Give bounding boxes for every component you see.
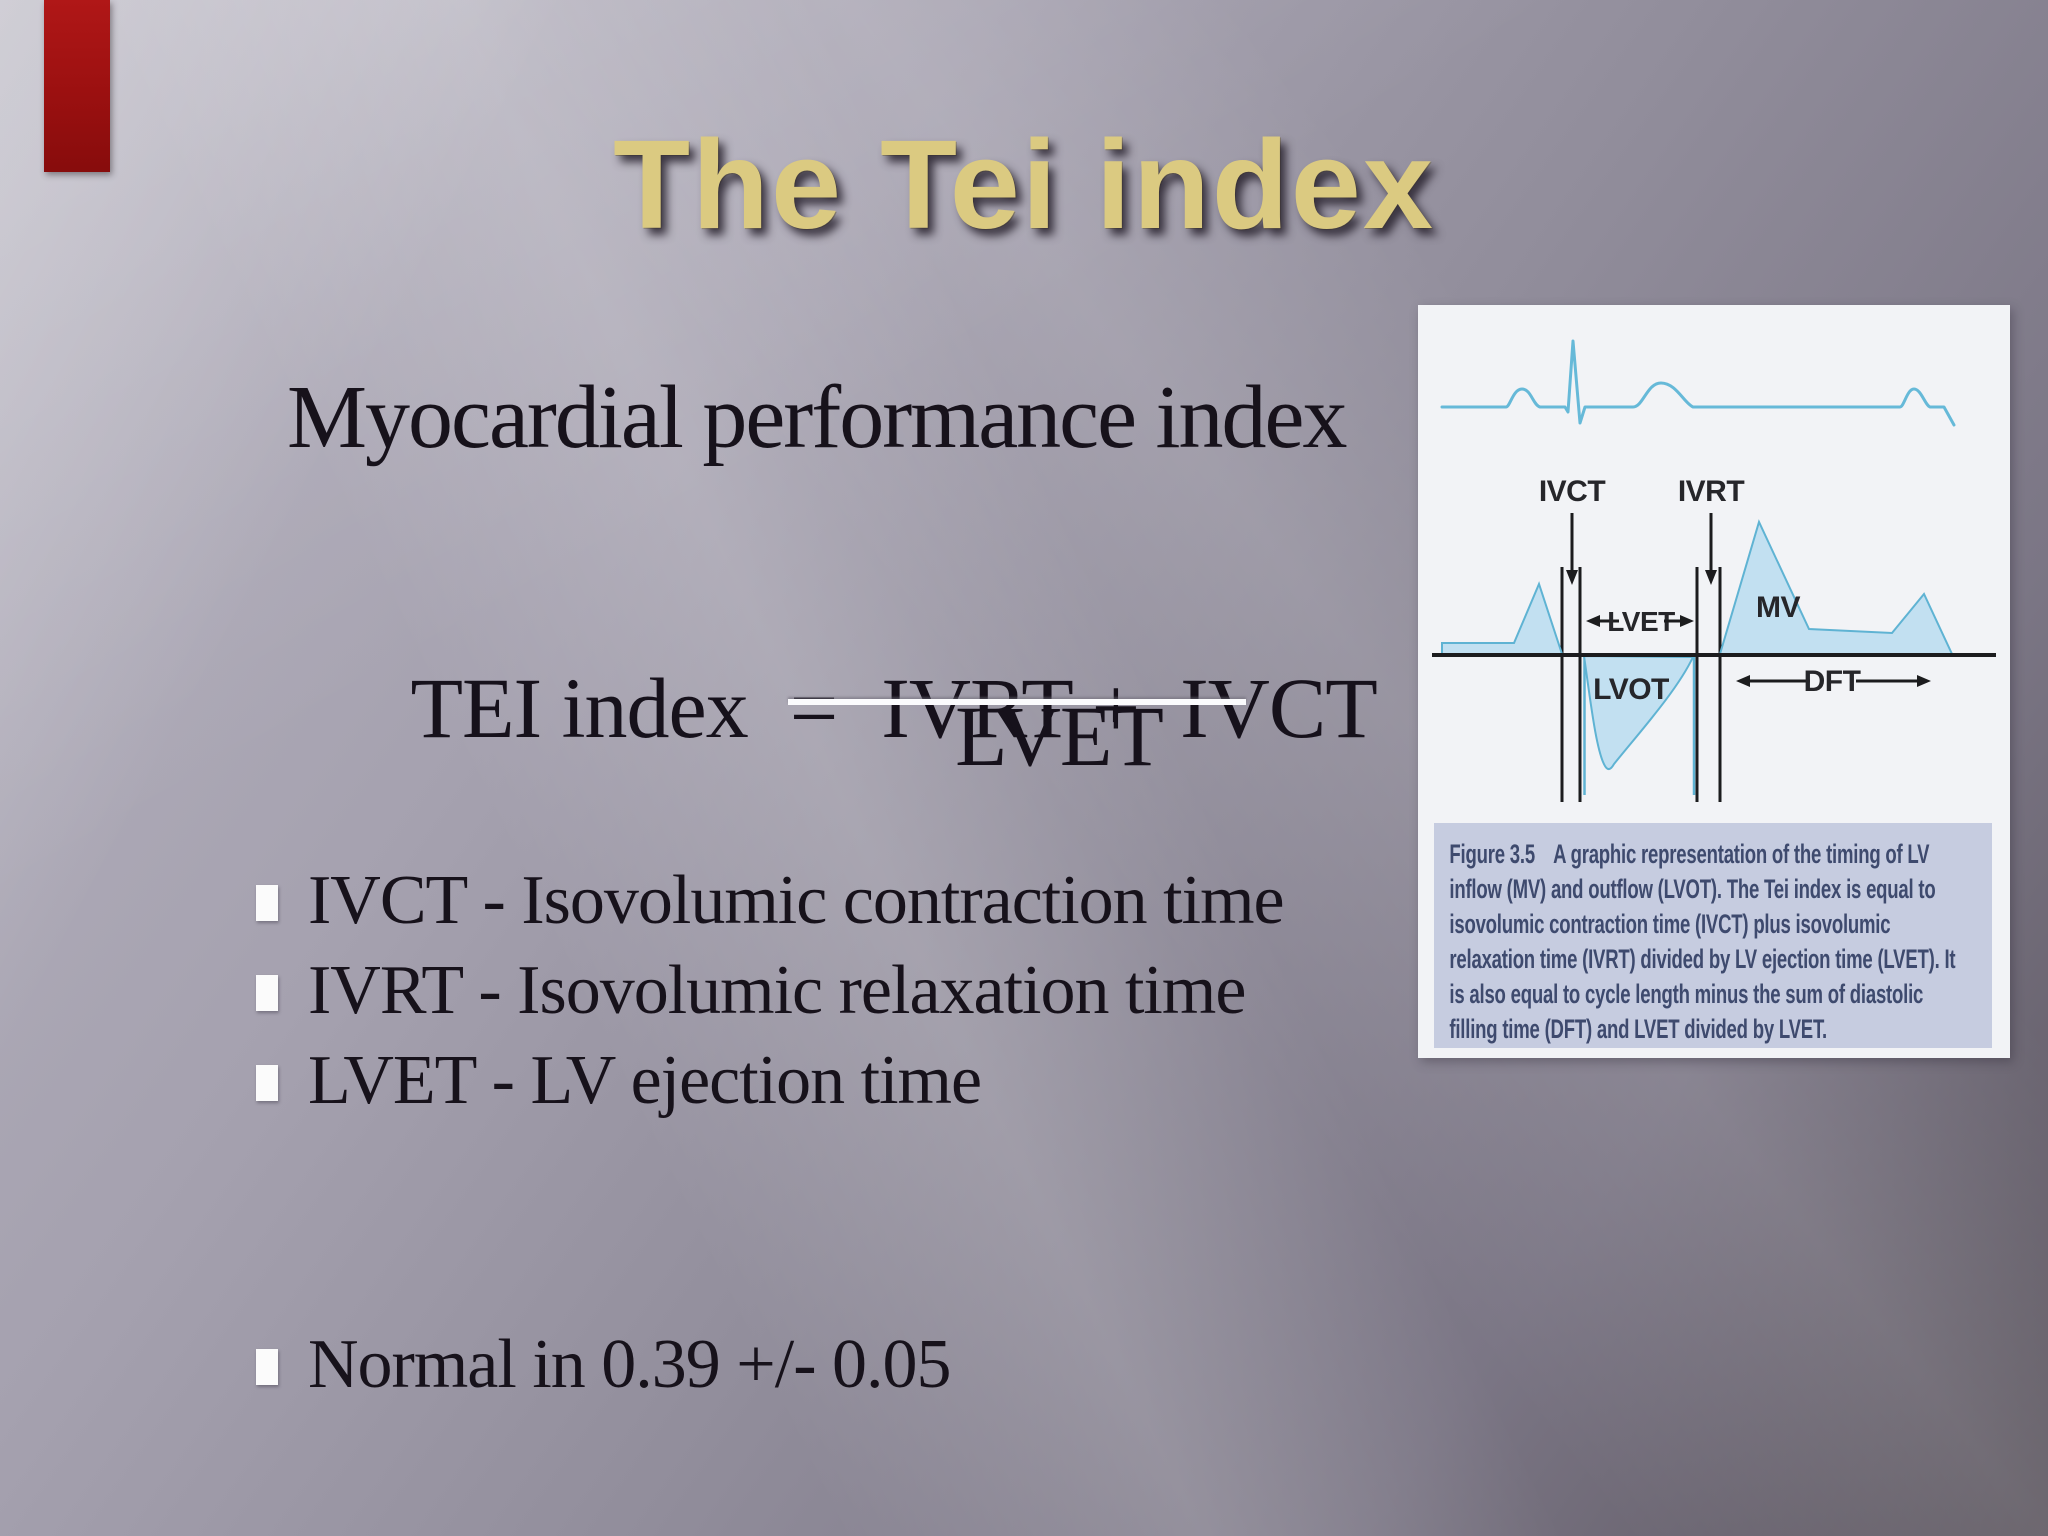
arrowhead-left: [1736, 675, 1750, 687]
arrowhead-right: [1917, 675, 1931, 687]
figure-caption-body: A graphic representation of the timing o…: [1449, 839, 1956, 1044]
bullet-marker: [256, 885, 278, 921]
arrowhead-down: [1566, 570, 1578, 585]
arrowhead-right: [1680, 615, 1694, 627]
arrowhead-left: [1586, 615, 1600, 627]
bullet-text: LVET - LV ejection time: [308, 1042, 982, 1119]
formula-lhs: TEI index: [410, 660, 748, 756]
slide-title: The Tei index: [613, 114, 1435, 255]
subtitle: Myocardial performance index: [287, 368, 1347, 467]
mv-a-wave-previous: [1441, 581, 1564, 655]
formula-numerator: IVRT + IVCT: [881, 660, 1378, 756]
mv-inflow-wave: [1718, 519, 1954, 655]
list-item: LVET - LV ejection time: [256, 1036, 1284, 1126]
bullet-marker: [256, 975, 278, 1011]
mv-label: MV: [1756, 591, 1800, 624]
fraction-bar: [788, 699, 1246, 705]
lvot-outflow-envelope: [1582, 654, 1695, 770]
red-accent-bar: [44, 0, 110, 172]
timing-diagram: IVCT IVRT LVET MV LVOT DFT: [1432, 339, 1996, 802]
list-item-normal: Normal in 0.39 +/- 0.05: [256, 1320, 952, 1410]
bullet-list: IVCT - Isovolumic contraction time IVRT …: [256, 856, 1285, 1126]
dft-label: DFT: [1804, 665, 1861, 698]
bullet-marker: [256, 1065, 278, 1101]
formula-equals: =: [789, 660, 839, 756]
bullet-text: IVCT - Isovolumic contraction time: [308, 862, 1285, 939]
ivct-label: IVCT: [1539, 475, 1606, 508]
bullet-text: IVRT - Isovolumic relaxation time: [308, 952, 1246, 1029]
figure-caption-label: Figure 3.5: [1449, 839, 1535, 869]
bullet-text: Normal in 0.39 +/- 0.05: [308, 1326, 952, 1403]
list-item: IVRT - Isovolumic relaxation time: [256, 946, 1284, 1036]
figure-caption-text: Figure 3.5 A graphic representation of th…: [1434, 823, 1972, 1047]
arrowhead-down: [1705, 570, 1717, 585]
figure-panel: IVCT IVRT LVET MV LVOT DFT F: [1418, 305, 2010, 1058]
bullet-marker: [256, 1349, 278, 1385]
ecg-trace: [1440, 339, 1956, 427]
figure-caption-box: Figure 3.5 A graphic representation of th…: [1434, 823, 1992, 1048]
ivrt-label: IVRT: [1678, 475, 1745, 508]
list-item: IVCT - Isovolumic contraction time: [256, 856, 1285, 946]
formula-row: TEI index = IVRT + IVCT: [330, 558, 1377, 858]
lvot-label: LVOT: [1593, 673, 1669, 706]
